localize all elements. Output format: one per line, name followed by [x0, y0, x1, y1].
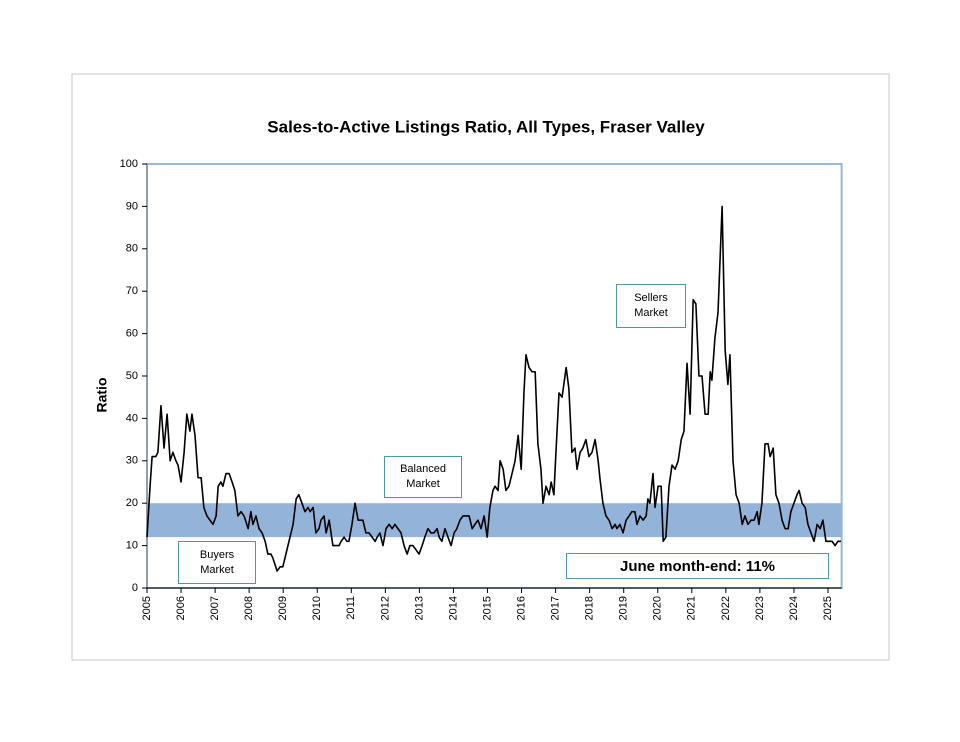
x-tick-label: 2024	[788, 596, 800, 620]
y-tick-label: 90	[126, 200, 138, 212]
x-tick-label: 2010	[311, 596, 323, 620]
y-tick-label: 100	[120, 158, 138, 170]
annotation: June month-end: 11%	[566, 553, 829, 579]
annotation: Sellers Market	[616, 284, 686, 328]
x-tick-label: 2006	[175, 596, 187, 620]
annotation: Buyers Market	[178, 541, 256, 584]
y-tick-label: 0	[132, 582, 138, 594]
x-tick-label: 2013	[413, 596, 425, 620]
x-tick-label: 2008	[243, 596, 255, 620]
x-tick-label: 2023	[754, 596, 766, 620]
chart-title: Sales-to-Active Listings Ratio, All Type…	[267, 117, 705, 136]
balanced-band	[147, 503, 842, 538]
x-tick-label: 2022	[720, 596, 732, 620]
y-tick-label: 10	[126, 540, 138, 552]
x-tick-label: 2025	[822, 596, 834, 620]
x-tick-label: 2009	[277, 596, 289, 620]
y-axis-label: Ratio	[94, 378, 110, 413]
y-tick-label: 20	[126, 497, 138, 509]
y-tick-label: 70	[126, 285, 138, 297]
y-tick-label: 80	[126, 243, 138, 255]
x-tick-label: 2019	[618, 596, 630, 620]
x-tick-label: 2017	[550, 596, 562, 620]
x-tick-label: 2015	[481, 596, 493, 620]
x-tick-label: 2005	[141, 596, 153, 620]
x-tick-label: 2014	[447, 596, 459, 620]
annotation: Balanced Market	[384, 456, 462, 498]
y-tick-label: 60	[126, 328, 138, 340]
series-line	[146, 205, 841, 572]
x-tick-label: 2011	[345, 596, 357, 620]
y-tick-label: 50	[126, 370, 138, 382]
x-tick-label: 2021	[686, 596, 698, 620]
x-tick-label: 2020	[652, 596, 664, 620]
x-tick-label: 2016	[515, 596, 527, 620]
x-tick-label: 2018	[584, 596, 596, 620]
y-tick-label: 30	[126, 455, 138, 467]
x-tick-label: 2012	[379, 596, 391, 620]
y-tick-label: 40	[126, 412, 138, 424]
x-tick-label: 2007	[209, 596, 221, 620]
